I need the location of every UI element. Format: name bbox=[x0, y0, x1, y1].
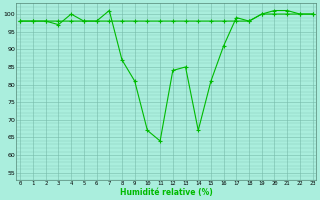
X-axis label: Humidité relative (%): Humidité relative (%) bbox=[120, 188, 213, 197]
